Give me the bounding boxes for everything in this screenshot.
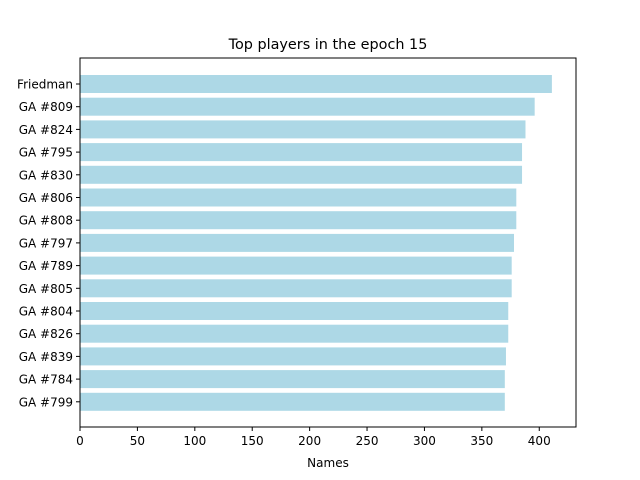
bar-12 xyxy=(80,347,506,366)
bar-2 xyxy=(80,120,526,139)
bar-9 xyxy=(80,279,512,298)
y-tick-label-4: GA #830 xyxy=(19,168,73,182)
y-tick-label-3: GA #795 xyxy=(19,146,73,160)
y-tick-label-11: GA #826 xyxy=(19,327,73,341)
bar-7 xyxy=(80,233,514,252)
bar-5 xyxy=(80,188,517,207)
bar-13 xyxy=(80,370,505,389)
x-tick-label-1: 50 xyxy=(130,434,145,448)
y-tick-label-8: GA #789 xyxy=(19,259,73,273)
x-tick-label-3: 150 xyxy=(241,434,264,448)
y-tick-label-6: GA #808 xyxy=(19,214,73,228)
y-tick-label-1: GA #809 xyxy=(19,100,73,114)
bar-4 xyxy=(80,165,523,184)
bar-10 xyxy=(80,302,509,320)
plot-frame xyxy=(79,57,577,428)
x-tick-label-5: 250 xyxy=(356,434,379,448)
x-tick-label-0: 0 xyxy=(76,434,84,448)
y-tick-label-12: GA #839 xyxy=(19,350,73,364)
y-tick-label-14: GA #799 xyxy=(19,395,73,409)
x-tick-label-6: 300 xyxy=(413,434,436,448)
y-tick-label-5: GA #806 xyxy=(19,191,73,205)
y-axis-ticks: Friedman GA #809 GA #824 GA #795 GA #830 GA #… xyxy=(17,78,80,409)
chart-title: Top players in the epoch 15 xyxy=(228,37,428,53)
bar-8 xyxy=(80,256,512,275)
x-tick-label-7: 350 xyxy=(470,434,493,448)
y-tick-label-0: Friedman xyxy=(17,78,73,92)
y-tick-label-7: GA #797 xyxy=(19,236,73,250)
bar-0 xyxy=(80,75,552,93)
y-tick-label-13: GA #784 xyxy=(19,373,73,387)
bars-group xyxy=(80,75,552,411)
y-tick-label-9: GA #805 xyxy=(19,282,73,296)
x-tick-label-4: 200 xyxy=(298,434,321,448)
x-axis-ticks: 0 50 100 150 200 250 300 350 400 xyxy=(76,427,551,448)
y-tick-label-10: GA #804 xyxy=(19,305,73,319)
bar-11 xyxy=(80,324,509,343)
y-tick-label-2: GA #824 xyxy=(19,123,73,137)
bar-14 xyxy=(80,392,505,411)
x-axis-label: Names xyxy=(307,456,349,470)
x-tick-label-2: 100 xyxy=(183,434,206,448)
bar-6 xyxy=(80,211,517,230)
bar-3 xyxy=(80,143,523,162)
bar-1 xyxy=(80,97,535,116)
x-tick-label-8: 400 xyxy=(528,434,551,448)
